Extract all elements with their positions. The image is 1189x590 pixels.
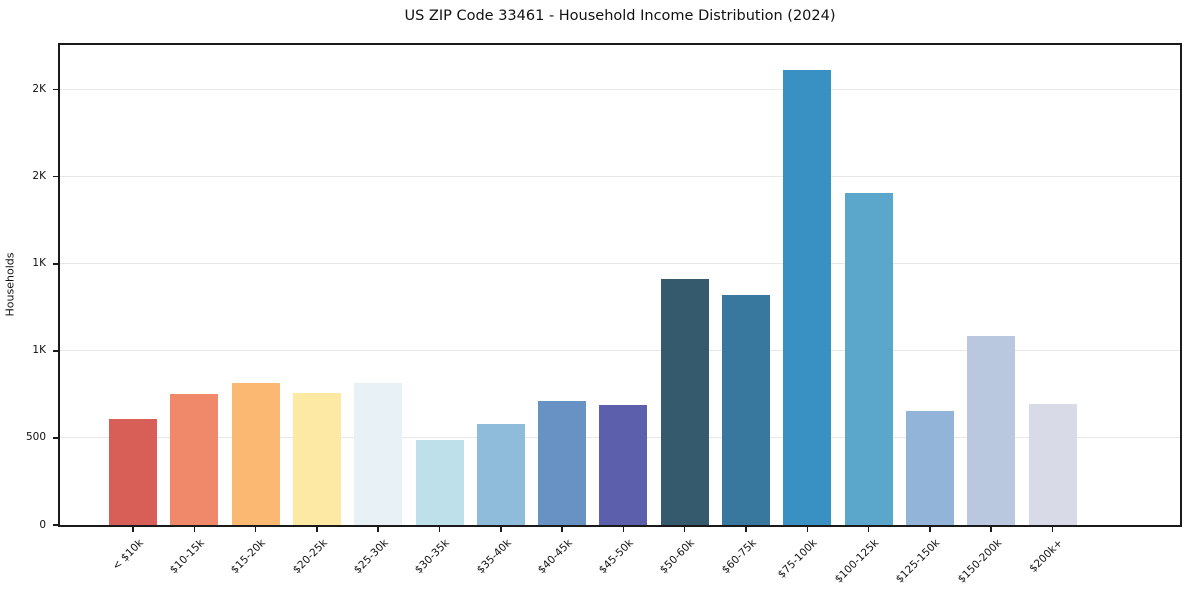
y-tick-mark <box>53 524 58 526</box>
plot-area <box>58 43 1182 527</box>
bar-$40-45k <box>538 401 587 525</box>
chart-title: US ZIP Code 33461 - Household Income Dis… <box>404 8 836 24</box>
y-tick-label: 500 <box>25 431 46 444</box>
x-tick-mark <box>132 527 134 532</box>
x-tick-mark <box>254 527 257 532</box>
bar-$50-60k <box>660 279 709 525</box>
x-tick-label-text: $60-75k <box>719 537 759 577</box>
x-tick-label-text: $40-45k <box>535 537 575 577</box>
x-tick-mark <box>316 527 318 532</box>
bar-$30-35k <box>415 439 464 525</box>
x-tick-mark <box>683 527 686 532</box>
bar-$125-150k <box>905 410 954 525</box>
x-tick-label-text: $45-50k <box>596 537 636 577</box>
y-axis: 0 500 1K 1K 2K 2K <box>0 45 58 531</box>
x-tick-mark <box>500 527 502 532</box>
x-tick-label-text: $10-15k <box>167 537 207 577</box>
x-tick-label-text: $125-150k <box>893 537 943 586</box>
y-tick-label: 1K <box>32 344 46 357</box>
y-tick-label: 2K <box>32 83 46 96</box>
gridline <box>60 175 1180 177</box>
bar-$45-50k <box>599 404 648 525</box>
x-tick-label-text: $15-20k <box>228 537 269 577</box>
x-tick-mark <box>377 527 379 532</box>
x-tick-label-text: < $10k <box>109 537 146 573</box>
gridline <box>60 88 1180 90</box>
x-tick-label-text: $30-35k <box>412 537 452 577</box>
x-tick-label-text: $50-60k <box>658 537 698 577</box>
gridline <box>60 349 1180 351</box>
y-tick-label: 2K <box>32 170 46 183</box>
x-tick-mark <box>438 527 441 532</box>
x-tick-label-text: $75-100k <box>775 537 820 581</box>
bar-$100-125k <box>844 193 893 525</box>
bar-$75-100k <box>783 69 832 525</box>
bar-$15-20k <box>231 383 280 525</box>
x-tick-mark <box>867 527 870 532</box>
bar-< $10k <box>109 418 157 525</box>
bar-$10-15k <box>170 393 219 525</box>
x-tick-mark <box>806 527 809 532</box>
x-tick-mark <box>622 527 625 532</box>
y-tick-label: 1K <box>32 257 46 270</box>
x-axis: < $10k $10-15k $15-20k $20-25k $25-30k $30-35… <box>60 527 1180 589</box>
y-tick-mark <box>53 175 58 178</box>
bar-$200k+ <box>1028 403 1077 525</box>
x-tick-label-text: $150-200k <box>955 537 1004 586</box>
gridline <box>60 262 1180 264</box>
y-tick-label: 0 <box>39 518 46 531</box>
bar-$35-40k <box>476 423 525 525</box>
y-tick-mark <box>53 437 58 439</box>
x-tick-label-text: $20-25k <box>290 537 330 577</box>
x-tick-mark <box>929 527 931 532</box>
bar-$60-75k <box>722 295 770 525</box>
y-tick-mark <box>53 350 58 352</box>
x-tick-label-text: $200k+ <box>1027 537 1065 575</box>
bar-$20-25k <box>292 392 341 525</box>
bar-$25-30k <box>354 383 403 525</box>
y-tick-mark <box>53 88 58 91</box>
bar-$150-200k <box>967 336 1016 525</box>
x-tick-mark <box>990 527 992 532</box>
x-tick-label-text: $100-125k <box>832 537 882 586</box>
y-tick-mark <box>53 262 58 265</box>
x-tick-mark <box>193 527 196 532</box>
x-tick-mark <box>1051 527 1054 532</box>
x-tick-mark <box>561 527 563 532</box>
x-tick-mark <box>745 527 747 532</box>
x-tick-label-text: $35-40k <box>474 537 514 577</box>
x-tick-label-text: $25-30k <box>351 537 391 577</box>
